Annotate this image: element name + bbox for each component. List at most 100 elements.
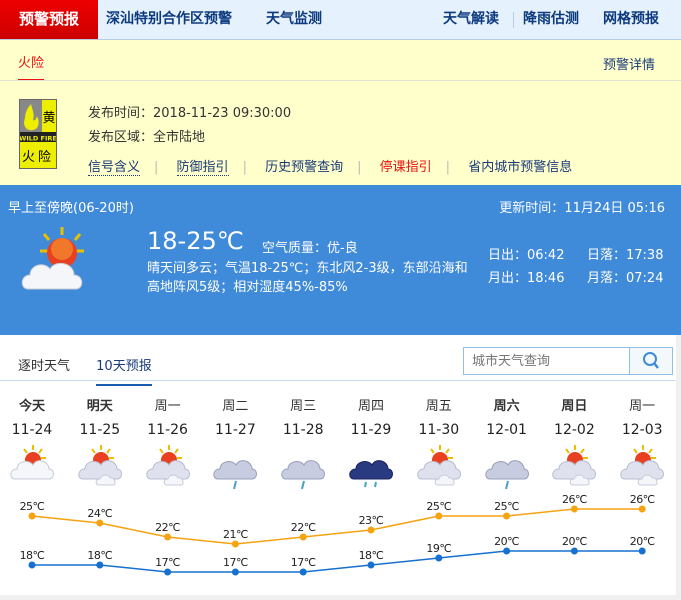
forecast-date: 11-24 bbox=[11, 422, 53, 438]
sunrise: 日出：06:42 bbox=[488, 248, 565, 263]
low-temp-point bbox=[367, 561, 375, 569]
nav-weather-interpretation[interactable]: 天气解读 bbox=[443, 11, 499, 27]
svg-text:WILD FIRE: WILD FIRE bbox=[20, 135, 56, 143]
temp-range: 18-25℃ bbox=[147, 227, 244, 255]
divider bbox=[513, 12, 514, 28]
low-temp-label: 17℃ bbox=[223, 556, 248, 569]
low-temp-label: 17℃ bbox=[291, 556, 316, 569]
high-temp-point bbox=[299, 533, 307, 541]
low-temp-label: 18℃ bbox=[359, 549, 384, 562]
forecast-day: 明天 bbox=[86, 399, 113, 414]
fire-warning-signal-icon: 黄 WILD FIRE 火险 bbox=[19, 99, 57, 169]
link-defense-guide[interactable]: 防御指引 bbox=[176, 160, 229, 176]
forecast-panel: 逐时天气 10天预报 今天 11-24 明天 11-25 周一 11-26 周二… bbox=[0, 335, 676, 595]
weather-description: 晴天间多云；气温18-25℃；东北风2-3级，东部沿海和高地阵风5级；相对湿度4… bbox=[147, 261, 468, 295]
top-nav: 预警预报 深汕特别合作区预警 天气监测 天气解读 降雨估测 网格预报 bbox=[0, 0, 681, 40]
forecast-day: 周四 bbox=[357, 399, 384, 414]
high-temp-point bbox=[28, 512, 36, 520]
today-weather-panel: 早上至傍晚(06-20时) 更新时间：11月24日 05:16 18-25℃ 空… bbox=[0, 185, 681, 335]
divider bbox=[0, 80, 681, 81]
search-icon bbox=[643, 352, 659, 369]
forecast-day: 周五 bbox=[425, 399, 452, 414]
forecast-date: 11-27 bbox=[215, 422, 256, 438]
high-temp-point bbox=[503, 512, 511, 520]
high-temp-label: 22℃ bbox=[155, 521, 180, 534]
low-temp-label: 18℃ bbox=[87, 549, 112, 562]
forecast-day: 周日 bbox=[561, 399, 588, 414]
forecast-date: 11-25 bbox=[79, 422, 121, 438]
high-temp-point bbox=[164, 533, 172, 541]
forecast-day: 今天 bbox=[18, 399, 45, 414]
high-temp-label: 26℃ bbox=[630, 493, 655, 506]
low-temp-point bbox=[503, 547, 511, 555]
low-temp-point bbox=[299, 568, 307, 576]
forecast-day: 周六 bbox=[493, 399, 520, 414]
low-temp-point bbox=[570, 547, 578, 555]
tab-10-day[interactable]: 10天预报 bbox=[96, 359, 152, 386]
forecast-date: 11-30 bbox=[418, 422, 460, 438]
low-temp-point bbox=[435, 554, 443, 562]
rain-icon bbox=[341, 443, 401, 488]
low-temp-point bbox=[231, 568, 239, 576]
moonset: 月落：07:24 bbox=[587, 271, 664, 286]
nav-rainfall-estimate[interactable]: 降雨估测 bbox=[523, 11, 579, 27]
forecast-date: 12-03 bbox=[621, 422, 663, 438]
divider bbox=[0, 380, 676, 381]
partly-cloudy-icon bbox=[544, 443, 604, 486]
high-temp-point bbox=[435, 512, 443, 520]
nav-grid-forecast[interactable]: 网格预报 bbox=[603, 11, 659, 27]
high-temp-point bbox=[367, 526, 375, 534]
forecast-day: 周一 bbox=[154, 399, 181, 414]
light-rain-icon bbox=[477, 443, 537, 490]
svg-text:火险: 火险 bbox=[22, 150, 54, 165]
warning-links: 信号含义 | 防御指引 | 历史预警查询 | 停课指引 | 省内城市预警信息 bbox=[88, 160, 573, 176]
high-temp-point bbox=[570, 505, 578, 513]
tab-fire-risk[interactable]: 火险 bbox=[18, 52, 45, 81]
high-temp-label: 25℃ bbox=[426, 500, 451, 513]
sun-cloud-icon bbox=[2, 443, 62, 485]
warning-panel: 火险 预警详情 黄 WILD FIRE 火险 发布时间：2018-11-23 0… bbox=[0, 40, 681, 185]
light-rain-icon bbox=[205, 443, 265, 490]
sunset: 日落：17:38 bbox=[587, 248, 664, 263]
search-button[interactable] bbox=[629, 348, 672, 374]
update-time: 更新时间：11月24日 05:16 bbox=[499, 201, 665, 216]
nav-weather-monitoring[interactable]: 天气监测 bbox=[266, 11, 322, 27]
tab-hourly[interactable]: 逐时天气 bbox=[18, 359, 71, 374]
temperature-chart: 25℃ 24℃ 22℃ 21℃ 22℃ 23℃ 25℃ 25℃ 26℃ 26℃ 18℃ 18℃ 17℃ 1… bbox=[20, 493, 655, 576]
low-temp-label: 20℃ bbox=[630, 535, 655, 548]
forecast-day: 周三 bbox=[290, 399, 317, 414]
nav-warning-forecast[interactable]: 预警预报 bbox=[0, 0, 98, 39]
low-temp-point bbox=[164, 568, 172, 576]
nav-shenshan-warning[interactable]: 深汕特别合作区预警 bbox=[106, 11, 232, 27]
low-temp-label: 17℃ bbox=[155, 556, 180, 569]
link-province-warnings[interactable]: 省内城市预警信息 bbox=[468, 160, 573, 175]
issue-time: 发布时间：2018-11-23 09:30:00 bbox=[88, 106, 292, 121]
partly-cloudy-icon bbox=[70, 443, 130, 486]
moonrise: 月出：18:46 bbox=[488, 271, 565, 286]
high-temp-point bbox=[231, 540, 239, 548]
partly-cloudy-icon bbox=[409, 443, 469, 486]
high-temp-label: 21℃ bbox=[223, 528, 248, 541]
high-temp-label: 25℃ bbox=[494, 500, 519, 513]
low-temp-label: 20℃ bbox=[562, 535, 587, 548]
link-signal-meaning[interactable]: 信号含义 bbox=[88, 160, 141, 176]
city-search-input[interactable] bbox=[464, 348, 630, 374]
high-temp-line bbox=[31, 508, 643, 545]
issue-area: 发布区域：全市陆地 bbox=[88, 130, 206, 145]
forecast-date: 11-28 bbox=[282, 422, 324, 438]
forecast-date: 11-26 bbox=[147, 422, 188, 438]
high-temp-label: 25℃ bbox=[20, 500, 45, 513]
high-temp-point bbox=[96, 519, 104, 527]
sun-cloud-icon bbox=[21, 227, 84, 290]
forecast-day: 周二 bbox=[222, 399, 249, 414]
signal-level: 黄 bbox=[42, 111, 55, 126]
warning-detail-link[interactable]: 预警详情 bbox=[602, 58, 655, 73]
low-temp-point bbox=[638, 547, 646, 555]
high-temp-label: 24℃ bbox=[87, 507, 112, 520]
high-temp-label: 22℃ bbox=[291, 521, 316, 534]
partly-cloudy-icon bbox=[138, 443, 198, 486]
link-class-suspension[interactable]: 停课指引 bbox=[379, 160, 432, 175]
low-temp-label: 20℃ bbox=[494, 535, 519, 548]
link-history-query[interactable]: 历史预警查询 bbox=[265, 160, 344, 175]
low-temp-point bbox=[28, 561, 36, 569]
